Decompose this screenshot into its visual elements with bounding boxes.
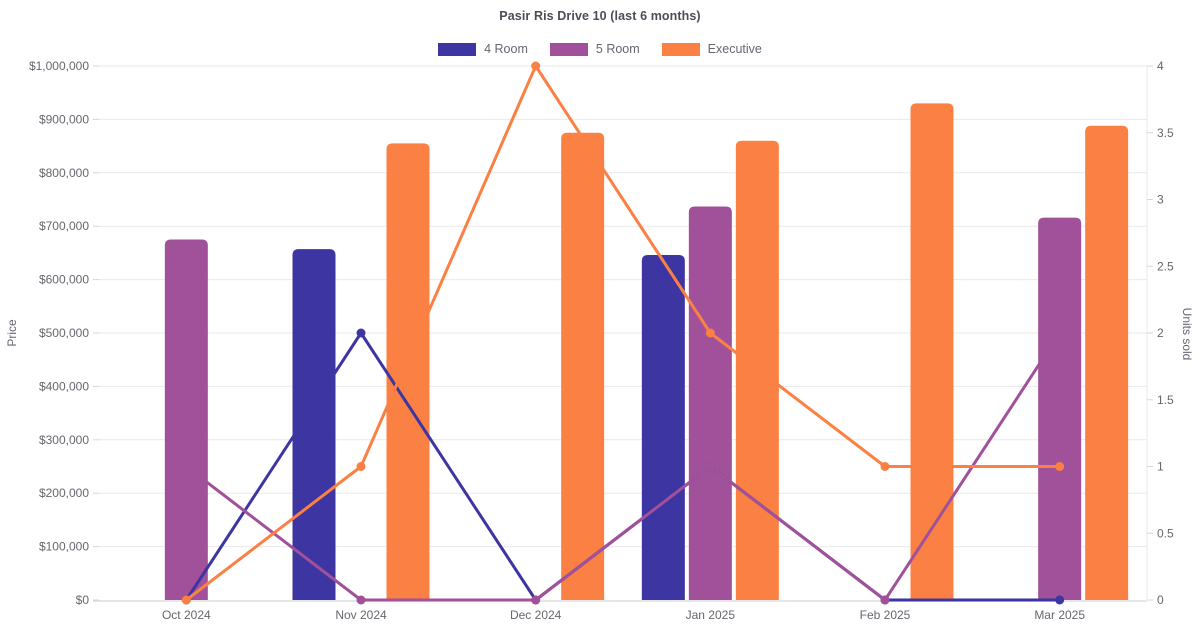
legend-swatch-executive: [661, 42, 700, 56]
point-executive-dec-2024: [531, 61, 541, 71]
bar-executive-feb-2025: [910, 103, 954, 600]
point-5-room-dec-2024: [531, 595, 541, 605]
x-axis-label-oct-2024: Oct 2024: [162, 608, 211, 622]
y-axis-left-tick-label: $500,000: [39, 326, 89, 340]
x-axis-label-nov-2024: Nov 2024: [335, 608, 387, 622]
bar-5-room-jan-2025: [688, 206, 732, 600]
x-axis-label-jan-2025: Jan 2025: [686, 608, 736, 622]
y-axis-right-tick-label: 3: [1157, 193, 1164, 207]
legend-swatch-5-room: [549, 42, 588, 56]
y-axis-right-tick-label: 1: [1157, 460, 1164, 474]
legend-item-executive[interactable]: Executive: [661, 42, 762, 56]
point-5-room-jan-2025: [705, 462, 715, 471]
y-axis-right-tick-label: 0: [1157, 593, 1164, 607]
y-axis-left-tick-label: $800,000: [39, 166, 89, 180]
point-executive-oct-2024: [181, 595, 191, 605]
point-5-room-mar-2025: [1055, 328, 1065, 338]
point-4-room-nov-2024: [356, 328, 366, 338]
bar-executive-nov-2024: [386, 143, 430, 600]
y-axis-left-tick-label: $700,000: [39, 219, 89, 233]
legend-swatch-4-room: [438, 42, 477, 56]
y-axis-left-tick-label: $300,000: [39, 433, 89, 447]
point-5-room-oct-2024: [181, 462, 191, 471]
point-executive-jan-2025: [705, 328, 715, 338]
y-axis-right-tick-label: 0.5: [1157, 526, 1174, 540]
y-axis-left-tick-label: $400,000: [39, 379, 89, 393]
x-axis-label-dec-2024: Dec 2024: [510, 608, 562, 622]
y-axis-left-tick-label: $1,000,000: [29, 59, 89, 73]
point-executive-feb-2025: [880, 462, 890, 471]
legend-item-4-room[interactable]: 4 Room: [438, 42, 528, 56]
y-axis-right-tick-label: 2.5: [1157, 259, 1174, 273]
bar-4-room-jan-2025: [641, 255, 685, 600]
y-axis-right-tick-label: 1.5: [1157, 393, 1174, 407]
legend-label-executive: Executive: [707, 42, 762, 56]
legend-item-5-room[interactable]: 5 Room: [549, 42, 640, 56]
y-axis-left-tick-label: $0: [76, 593, 90, 607]
y-axis-right-tick-label: 4: [1157, 59, 1164, 73]
legend-label-4-room: 4 Room: [484, 42, 528, 56]
line-executive: [184, 64, 1062, 602]
y-axis-left-tick-label: $200,000: [39, 486, 89, 500]
y-axis-right-tick-label: 2: [1157, 326, 1164, 340]
bar-4-room-nov-2024: [292, 249, 336, 601]
x-axis-label-mar-2025: Mar 2025: [1034, 608, 1085, 622]
bar-executive-mar-2025: [1085, 125, 1129, 601]
point-executive-nov-2024: [356, 462, 366, 471]
y-axis-left-tick-label: $900,000: [39, 112, 89, 126]
point-5-room-feb-2025: [880, 595, 890, 605]
point-5-room-nov-2024: [356, 595, 366, 605]
y-axis-right-tick-label: 3.5: [1157, 126, 1174, 140]
legend-label-5-room: 5 Room: [595, 42, 640, 56]
point-executive-mar-2025: [1055, 462, 1065, 471]
point-4-room-mar-2025: [1055, 595, 1065, 605]
bar-5-room-mar-2025: [1038, 217, 1082, 600]
x-axis-label-feb-2025: Feb 2025: [860, 608, 911, 622]
y-axis-left-tick-label: $600,000: [39, 273, 89, 287]
bar-executive-dec-2024: [561, 132, 605, 600]
chart-title: Pasir Ris Drive 10 (last 6 months): [499, 9, 701, 23]
y-axis-left-tick-label: $100,000: [39, 540, 89, 554]
chart-legend: 4 Room 5 Room Executive: [0, 42, 1200, 56]
bar-5-room-oct-2024: [164, 239, 208, 601]
line-5-room: [184, 331, 1062, 602]
